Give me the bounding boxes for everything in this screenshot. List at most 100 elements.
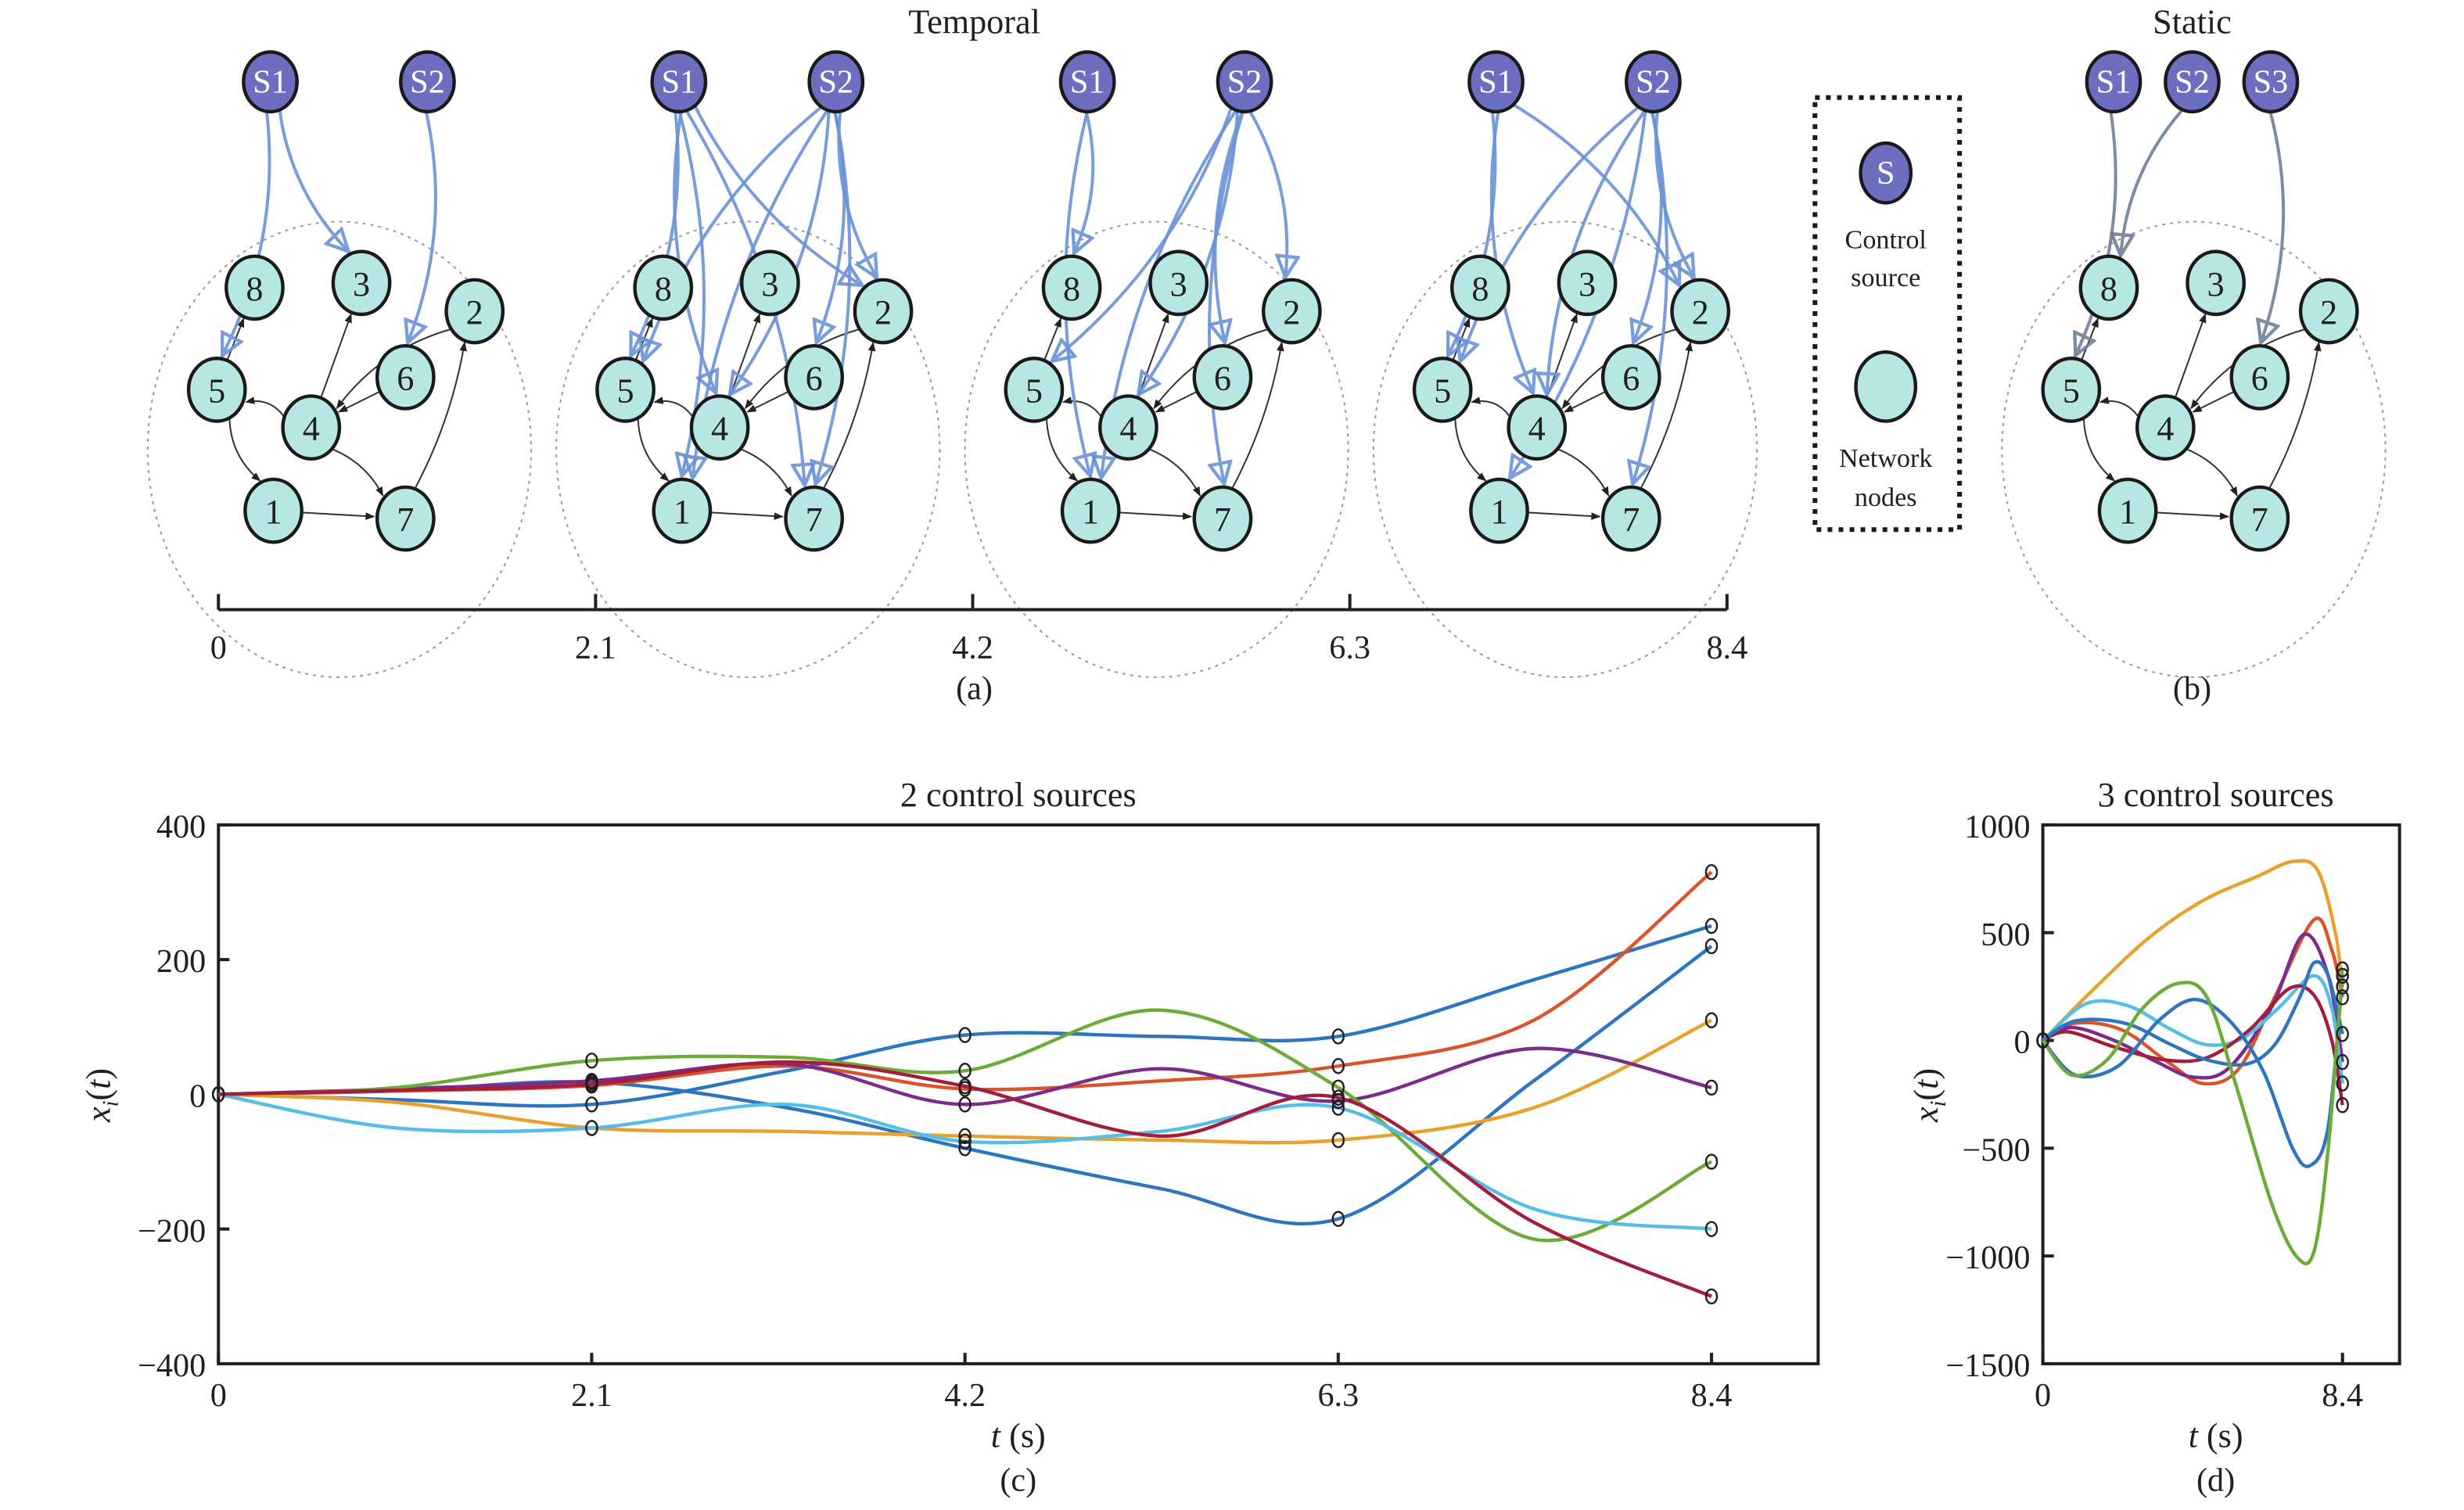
network-node-5: 5: [2041, 357, 2102, 423]
node-label: 7: [397, 500, 414, 539]
data-point-node-2: [1331, 1211, 1345, 1228]
data-point-node-1: [585, 1096, 598, 1113]
network-node-2: 2: [444, 278, 505, 345]
legend-network-node-icon: [1854, 350, 1918, 423]
network-edge: [1231, 341, 1284, 490]
y-tick-label: 200: [156, 943, 206, 980]
data-point-node-1: [2336, 978, 2349, 995]
panel-b: Static 1 2 3 4 5 6 7 8 S1 S2 S3 (b): [2001, 2, 2387, 707]
chart-c-yticks: 400 200 0 −200 −400: [138, 809, 230, 1384]
series-node-6: [218, 1008, 1712, 1243]
network-node-1: 1: [243, 477, 304, 544]
chart-c-frame: [217, 823, 1820, 1365]
control-edge: [730, 108, 831, 395]
node-label: 1: [265, 493, 282, 531]
x-tick-label: 6.3: [1317, 1377, 1359, 1414]
y-tick-label: −400: [138, 1347, 206, 1384]
series-node-7: [217, 1092, 1712, 1231]
network-node-7: 7: [784, 485, 844, 552]
node-label: 7: [1214, 500, 1231, 539]
control-edge: [1632, 109, 1669, 484]
static-graph: 1 2 3 4 5 6 7 8 S1 S2 S3: [2001, 50, 2387, 679]
control-edge: [1247, 109, 1288, 278]
node-label: 5: [1025, 371, 1043, 410]
network-edge: [245, 396, 285, 417]
network-node-1: 1: [2097, 477, 2158, 544]
node-label: 1: [1490, 493, 1507, 531]
network-edge: [1557, 448, 1610, 497]
control-edge: [1510, 101, 1679, 285]
control-edge: [222, 109, 271, 356]
data-point-node-8: [1331, 1089, 1345, 1106]
control-source-s1: S1: [650, 50, 708, 114]
control-source-s1: S1: [1467, 50, 1525, 114]
network-node-6: 6: [784, 343, 844, 411]
network-edge: [1564, 391, 1606, 413]
legend-box: [1812, 95, 1963, 533]
node-label: 4: [1528, 410, 1546, 448]
series-node-6: [2042, 959, 2344, 1067]
node-label: 5: [2063, 371, 2080, 410]
network-edge: [414, 341, 467, 490]
network-edge: [637, 418, 670, 482]
network-edge: [741, 448, 792, 497]
y-tick-label: 0: [2013, 1024, 2030, 1061]
y-tick-label: −500: [1962, 1132, 2030, 1168]
network-edge: [1046, 418, 1079, 482]
network-edge: [1120, 511, 1193, 520]
data-point-node-8: [212, 1086, 225, 1103]
control-edge: [278, 107, 348, 252]
panel-b-label: (b): [2173, 670, 2211, 707]
y-tick-label: 1000: [1964, 809, 2030, 845]
control-source-s2: S2: [1216, 50, 1273, 114]
control-source-s2: S2: [399, 50, 456, 114]
timeline-tick-label: 2.1: [575, 629, 616, 666]
timeline-tick-label: 0: [210, 629, 227, 666]
node-label: 8: [1471, 270, 1489, 308]
data-point-node-6: [958, 1063, 972, 1079]
control-edge: [1074, 109, 1093, 253]
chart-d-xticks: 0 8.4: [2035, 1352, 2363, 1414]
network-node-3: 3: [2186, 249, 2246, 317]
node-label: 6: [1622, 359, 1640, 397]
data-point-node-6: [1704, 1153, 1719, 1170]
network-node-4: 4: [1507, 394, 1568, 461]
network-node-4: 4: [1098, 394, 1158, 461]
node-label: 3: [2207, 265, 2225, 303]
series-node-5: [218, 1046, 1712, 1106]
x-tick-label: 0: [2035, 1377, 2051, 1414]
network-boundary: [1372, 221, 1758, 679]
control-edge: [816, 109, 852, 484]
source-label: S2: [1636, 64, 1671, 101]
control-edge: [1489, 109, 1533, 393]
source-label: S1: [253, 64, 288, 101]
legend: S Control source Network nodes: [1812, 95, 1963, 533]
control-source-s3: S3: [2242, 50, 2300, 114]
network-node-8: 8: [2078, 254, 2139, 321]
data-point-node-4: [1331, 1132, 1345, 1149]
series-node-1: [2042, 859, 2344, 1042]
data-point-node-2: [2336, 989, 2349, 1006]
network-node-5: 5: [595, 357, 656, 423]
control-source-s1: S1: [242, 50, 299, 114]
chart-d: 3 control sources 1000 500 0 −500 −1000 −1500…: [1907, 776, 2401, 1499]
chart-d-yticks: 1000 500 0 −500 −1000 −1500: [1945, 809, 2054, 1384]
control-edge: [2261, 109, 2286, 343]
node-label: 2: [1692, 293, 1709, 332]
data-point-node-7: [1704, 1221, 1719, 1237]
y-tick-label: −200: [138, 1213, 206, 1250]
y-tick-label: −1500: [1945, 1347, 2030, 1384]
network-node-8: 8: [1450, 254, 1510, 321]
series-node-2: [2042, 916, 2344, 1086]
network-node-7: 7: [1600, 485, 1661, 552]
data-point-node-1: [1704, 917, 1719, 934]
network-node-5: 5: [1412, 357, 1473, 423]
timeline-tick-label: 4.2: [952, 629, 993, 666]
control-edge: [1547, 107, 1648, 395]
source-label: S3: [2254, 64, 2289, 101]
node-label: 5: [1434, 371, 1451, 410]
legend-source-label-1: Control: [1845, 226, 1927, 255]
node-label: 1: [1082, 493, 1099, 531]
control-edge: [1052, 104, 1234, 361]
data-point-node-7: [585, 1120, 598, 1136]
